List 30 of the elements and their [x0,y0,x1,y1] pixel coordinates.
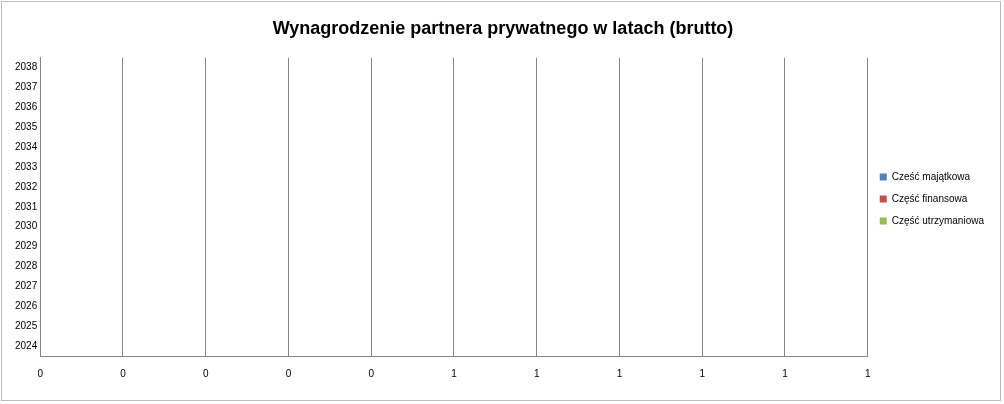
y-tick-label: 2036 [15,101,38,113]
y-tick-label: 2026 [15,300,38,312]
x-tick-label: 1 [864,367,871,379]
legend-label: Część finansowa [891,192,968,204]
y-tick-label: 2038 [15,61,38,73]
x-tick-label: 0 [120,367,127,379]
x-tick-label: 0 [37,367,44,379]
x-tick-label: 1 [699,367,706,379]
x-tick-label: 1 [451,367,458,379]
legend-label: Cześć majątkowa [891,170,971,182]
y-tick-label: 2027 [15,280,38,292]
y-tick-label: 2031 [15,200,38,212]
x-tick-label: 1 [616,367,623,379]
y-tick-label: 2034 [15,140,38,152]
x-tick-label: 0 [285,367,292,379]
chart-title: Wynagrodzenie partnera prywatnego w latach (brutto) [272,17,734,38]
legend-label: Część utrzymaniowa [891,214,985,226]
y-tick-label: 2030 [15,220,38,232]
x-tick-label: 1 [533,367,540,379]
y-tick-label: 2024 [15,339,38,351]
x-tick-label: 0 [202,367,209,379]
y-tick-label: 2029 [15,240,38,252]
y-tick-label: 2032 [15,180,38,192]
y-tick-label: 2028 [15,260,38,272]
y-tick-label: 2037 [15,81,38,93]
y-tick-label: 2035 [15,120,38,132]
x-tick-label: 1 [782,367,789,379]
y-tick-label: 2033 [15,160,38,172]
y-tick-label: 2025 [15,319,38,331]
x-tick-label: 0 [368,367,375,379]
